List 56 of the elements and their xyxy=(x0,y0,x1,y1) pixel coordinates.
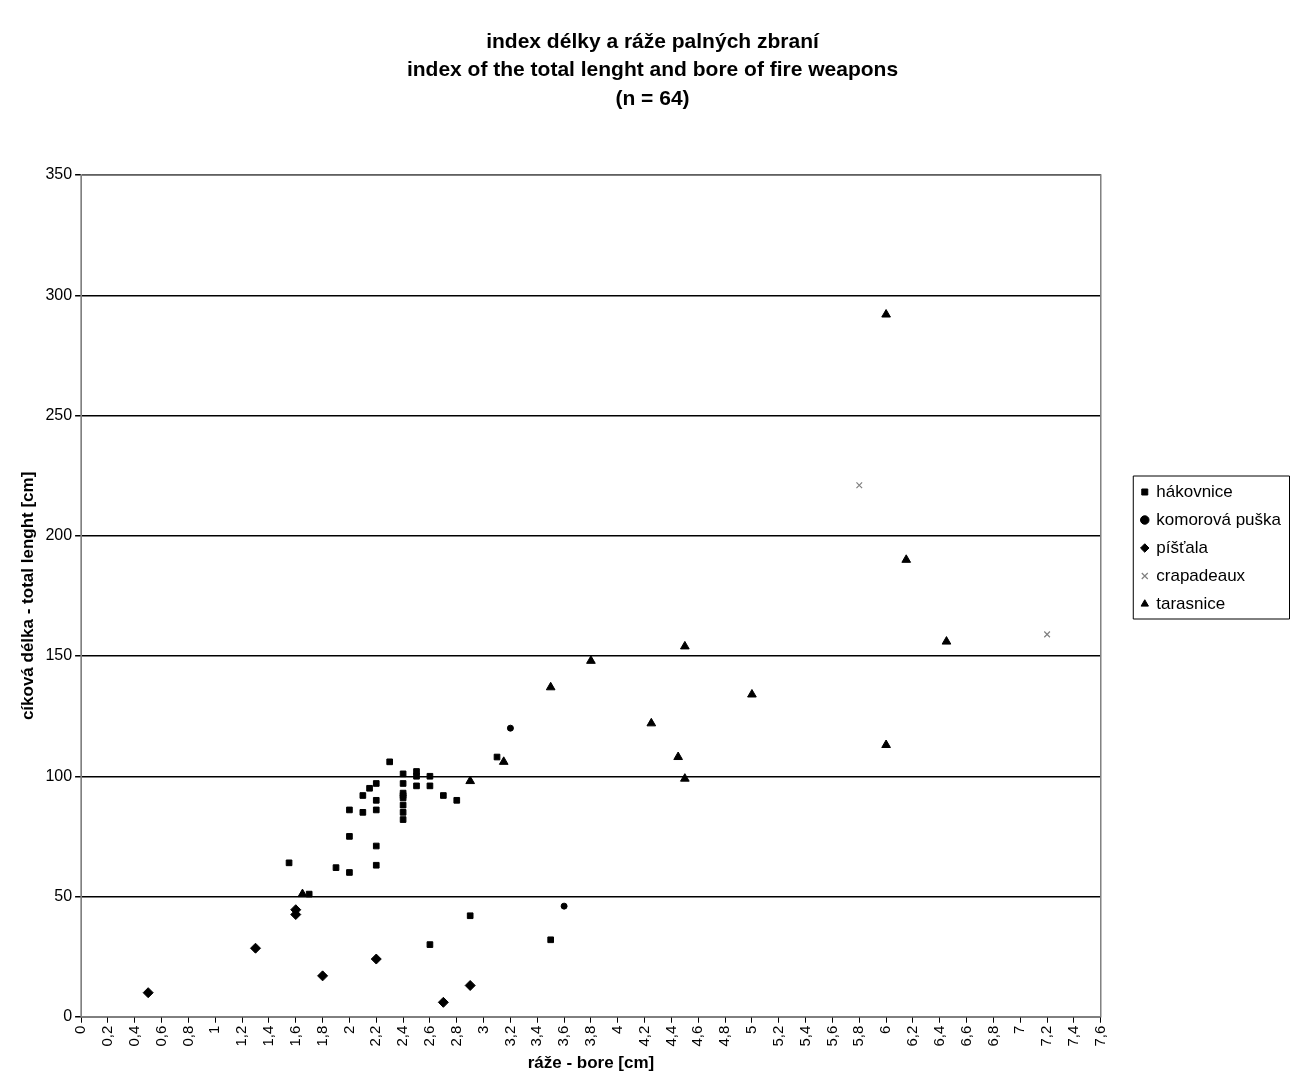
x-tick-label: 2 xyxy=(339,1025,357,1035)
x-tick-label: 0 xyxy=(71,1025,89,1035)
y-tick-label: 150 xyxy=(45,646,73,664)
x-tick-label: 6,4 xyxy=(929,1025,947,1047)
y-tick-label: 300 xyxy=(45,285,73,303)
x-tick-label: 4 xyxy=(607,1025,625,1035)
x-tick-label: 2,6 xyxy=(420,1025,438,1047)
x-tick-label: 5,8 xyxy=(849,1025,867,1047)
chart-title: index délky a ráže palných zbraní xyxy=(486,28,820,52)
y-axis-title: cíková délka - total lenght [cm] xyxy=(17,471,37,721)
x-tick-label: 4,4 xyxy=(661,1025,679,1047)
x-tick-label: 5 xyxy=(742,1025,760,1035)
chart-subtitle: index of the total lenght and bore of fire weapons xyxy=(406,57,899,81)
x-tick-label: 2,8 xyxy=(446,1025,464,1047)
legend-label: komorová puška xyxy=(1156,509,1282,529)
x-tick-label: 3,2 xyxy=(500,1025,518,1047)
x-tick-label: 4,2 xyxy=(634,1025,652,1047)
x-tick-label: 0,4 xyxy=(124,1025,142,1047)
legend-label: tarasnice xyxy=(1156,593,1226,613)
x-tick-label: 7,4 xyxy=(1064,1025,1082,1047)
y-tick-label: 350 xyxy=(45,165,73,183)
x-tick-label: 6 xyxy=(876,1025,894,1035)
x-tick-label: 2,4 xyxy=(393,1025,411,1047)
x-tick-label: 1,2 xyxy=(232,1025,250,1047)
x-tick-label: 5,6 xyxy=(822,1025,840,1047)
text: (n = 64) xyxy=(615,85,690,109)
y-tick-label: 200 xyxy=(45,526,73,544)
legend-label: hákovnice xyxy=(1156,481,1233,501)
x-tick-label: 6,2 xyxy=(903,1025,921,1047)
x-tick-label: 1,4 xyxy=(259,1025,277,1047)
x-tick-label: 0,8 xyxy=(178,1025,196,1047)
x-tick-label: 4,8 xyxy=(715,1025,733,1047)
x-tick-label: 2,2 xyxy=(366,1025,384,1047)
x-tick-label: 3,6 xyxy=(554,1025,572,1047)
legend-label: crapadeaux xyxy=(1156,565,1246,585)
x-tick-label: 6,8 xyxy=(983,1025,1001,1047)
x-tick-label: 4,6 xyxy=(688,1025,706,1047)
x-tick-label: 5,2 xyxy=(768,1025,786,1047)
y-tick-label: 50 xyxy=(54,886,73,904)
x-tick-label: 7,6 xyxy=(1090,1025,1108,1047)
x-tick-label: 1,8 xyxy=(312,1025,330,1047)
x-axis-title: ráže - bore [cm] xyxy=(527,1053,655,1073)
x-tick-label: 5,4 xyxy=(795,1025,813,1047)
x-tick-label: 0,6 xyxy=(151,1025,169,1047)
x-tick-label: 3,4 xyxy=(527,1025,545,1047)
x-tick-label: 3,8 xyxy=(581,1025,599,1047)
y-tick-label: 100 xyxy=(45,766,73,784)
x-tick-label: 6,6 xyxy=(956,1025,974,1047)
y-tick-label: 250 xyxy=(45,405,73,423)
x-tick-label: 0,2 xyxy=(98,1025,116,1047)
x-tick-label: 7 xyxy=(1010,1025,1028,1035)
x-tick-label: 1,6 xyxy=(285,1025,303,1047)
x-tick-label: 7,2 xyxy=(1037,1025,1055,1047)
legend-label: píšťala xyxy=(1156,537,1209,557)
x-tick-label: 1 xyxy=(205,1025,223,1035)
x-tick-label: 3 xyxy=(473,1025,491,1035)
